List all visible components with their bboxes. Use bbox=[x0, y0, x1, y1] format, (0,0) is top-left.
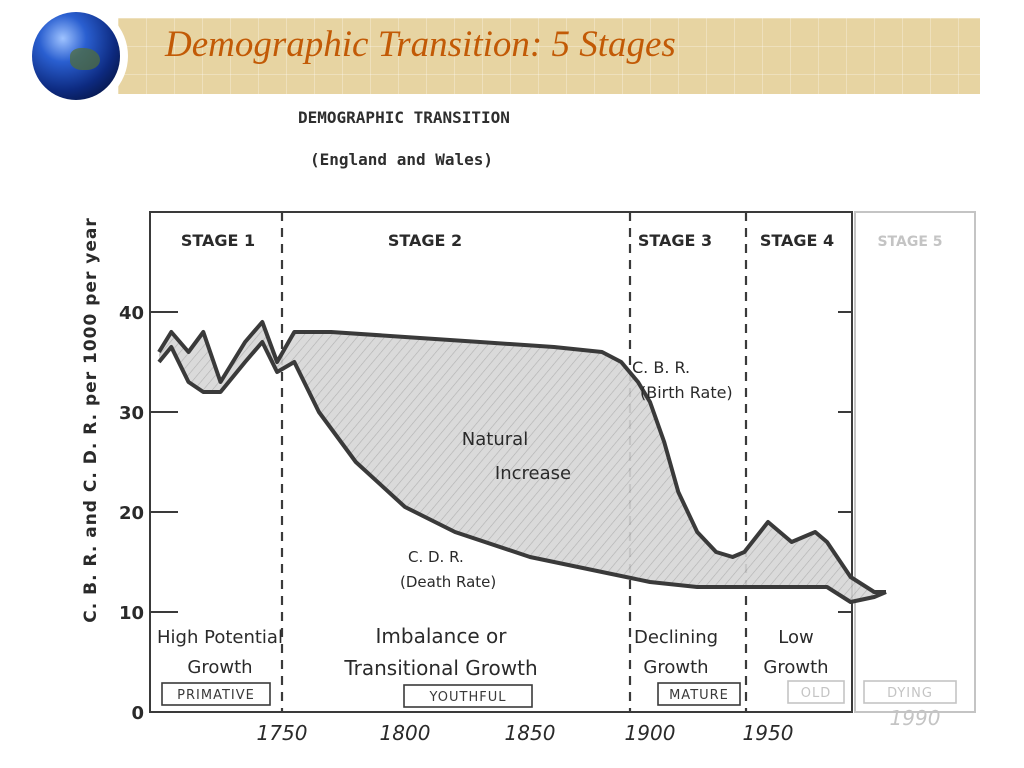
chart-subtitle: (England and Wales) bbox=[310, 150, 494, 169]
cdr-label-line-1: C. D. R. bbox=[408, 548, 464, 566]
stage-3-note-line-2: Growth bbox=[643, 657, 708, 678]
stage-3-note-line-1: Declining bbox=[634, 627, 718, 648]
y-tick-label-30: 30 bbox=[119, 403, 144, 424]
stage-1-note-line-2: Growth bbox=[187, 657, 252, 678]
y-tick-label-40: 40 bbox=[119, 303, 144, 324]
x-tick-label-1800: 1800 bbox=[380, 721, 431, 745]
stage-5-tag-box bbox=[863, 680, 957, 704]
stage-1-label: STAGE 1 bbox=[181, 231, 255, 250]
stage-3-label: STAGE 3 bbox=[638, 231, 712, 250]
natural-increase-label-line-2: Increase bbox=[495, 463, 571, 484]
cbr-label-line-1: C. B. R. bbox=[632, 358, 690, 377]
x-tick-label-1850: 1850 bbox=[505, 721, 556, 745]
natural-increase-area bbox=[159, 322, 886, 602]
stage-4-label: STAGE 4 bbox=[760, 231, 834, 250]
chart-area: DEMOGRAPHIC TRANSITION (England and Wale… bbox=[0, 100, 1024, 768]
stage-4-note-line-1: Low bbox=[778, 627, 813, 648]
cdr-label-line-2: (Death Rate) bbox=[400, 573, 496, 591]
stage-2-tag-box bbox=[403, 684, 533, 708]
y-axis-label: C. B. R. and C. D. R. per 1000 per year bbox=[81, 217, 101, 622]
cdr-line bbox=[157, 340, 887, 604]
globe-icon bbox=[32, 12, 120, 100]
chart-title: DEMOGRAPHIC TRANSITION bbox=[298, 108, 510, 127]
natural-increase-label-line-1: Natural bbox=[462, 429, 528, 450]
stage-1-note-line-1: High Potential bbox=[157, 627, 283, 648]
x-tick-label-faded: 1990 bbox=[890, 706, 941, 730]
cbr-line bbox=[157, 320, 886, 594]
x-tick-label-1900: 1900 bbox=[625, 721, 676, 745]
demographic-transition-chart: 0 10 20 30 40 C. B. R. and C. D. R. per 1000 … bbox=[81, 211, 976, 745]
x-tick-label-1950: 1950 bbox=[743, 721, 794, 745]
globe-land-shape bbox=[70, 48, 100, 70]
slide-title: Demographic Transition: 5 Stages bbox=[165, 24, 676, 65]
stage-4-note-line-2: Growth bbox=[763, 657, 828, 678]
cbr-label-line-2: (Birth Rate) bbox=[640, 383, 733, 402]
x-tick-label-1750: 1750 bbox=[257, 721, 308, 745]
stage-1-tag-box bbox=[161, 682, 271, 706]
stage-2-note-line-1: Imbalance or bbox=[376, 624, 508, 648]
stage-5-label: STAGE 5 bbox=[877, 234, 942, 250]
stage-2-label: STAGE 2 bbox=[388, 231, 462, 250]
y-tick-label-20: 20 bbox=[119, 503, 144, 524]
stage-4-tag: OLD bbox=[801, 686, 832, 701]
y-tick-label-0: 0 bbox=[131, 703, 144, 724]
stage-4-tag-box bbox=[787, 680, 845, 704]
slide-header: Demographic Transition: 5 Stages bbox=[0, 0, 1024, 100]
stage-2-note-line-2: Transitional Growth bbox=[343, 656, 537, 680]
stage-5-frame bbox=[854, 211, 976, 713]
stage-1-tag: PRIMATIVE bbox=[177, 688, 255, 703]
stage-3-tag: MATURE bbox=[669, 688, 729, 703]
y-tick-label-10: 10 bbox=[119, 603, 144, 624]
stage-2-tag: YOUTHFUL bbox=[429, 690, 507, 705]
stage-5-tag: DYING bbox=[887, 686, 933, 701]
stage-3-tag-box bbox=[657, 682, 741, 706]
header-band bbox=[118, 18, 980, 94]
plot-frame bbox=[149, 211, 853, 713]
